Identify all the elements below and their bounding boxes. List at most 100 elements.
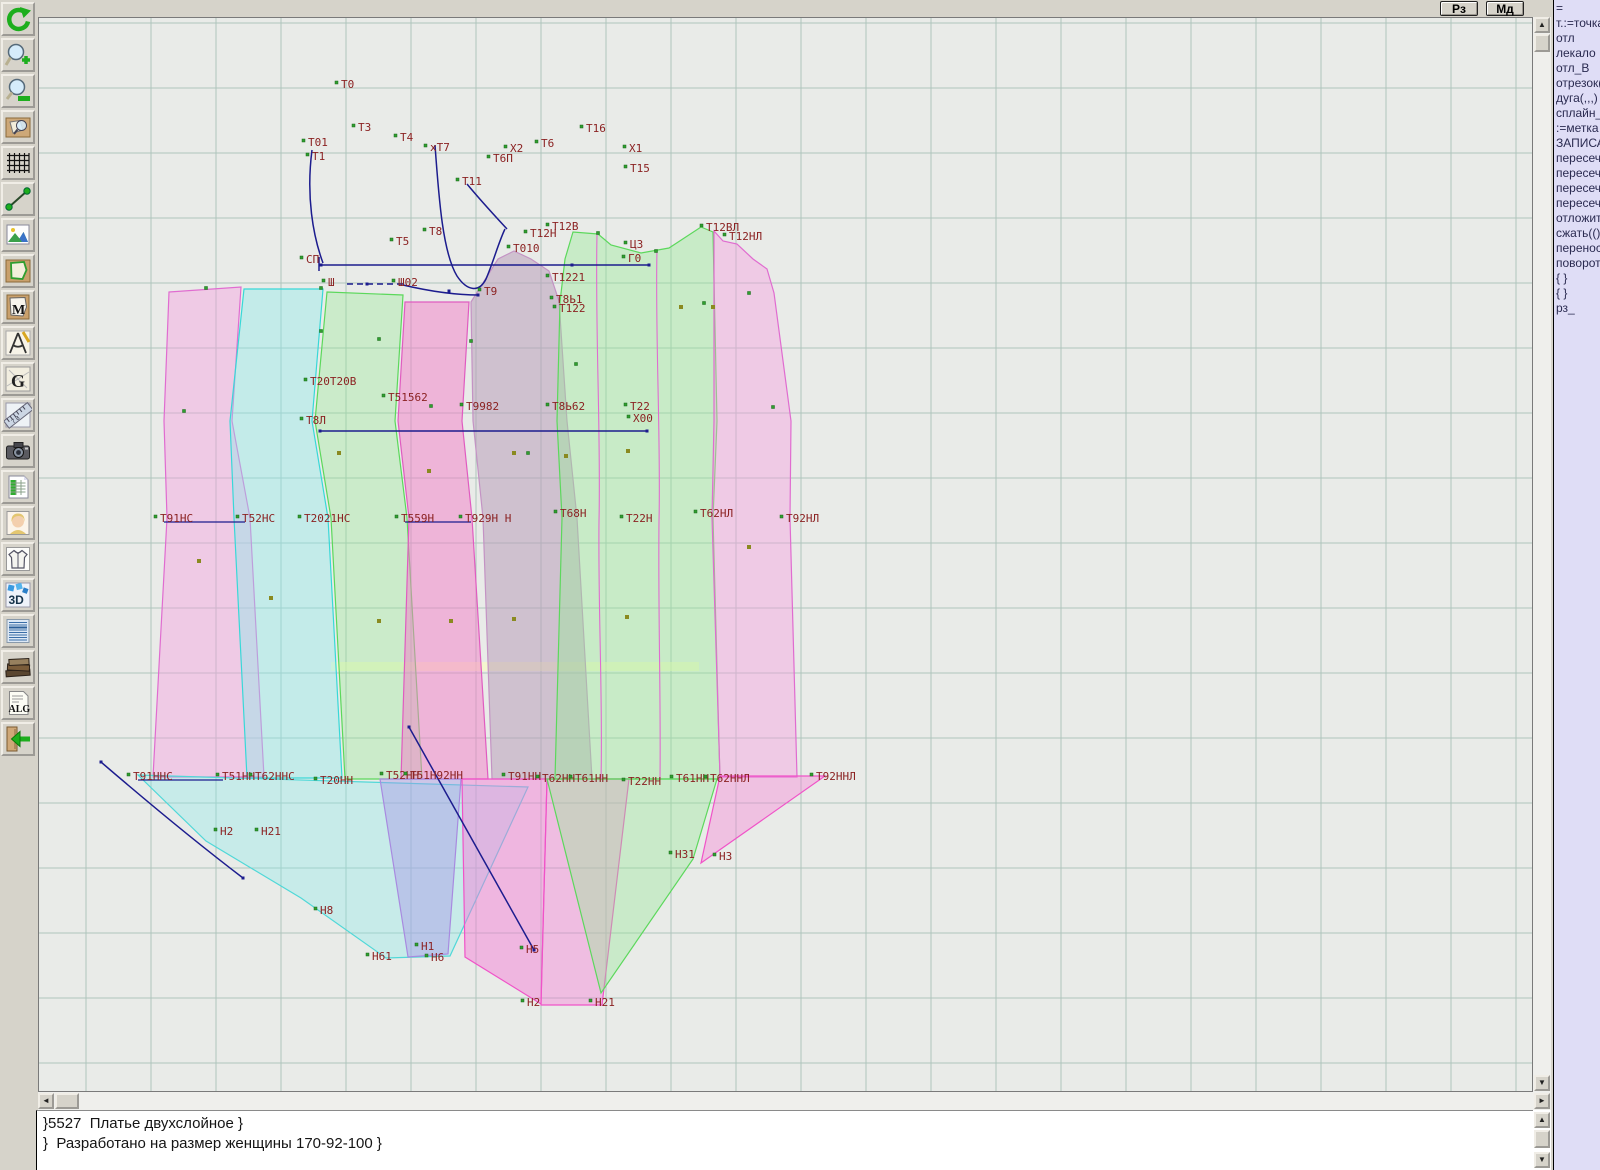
point-marker xyxy=(568,774,573,779)
command-line[interactable]: отрезок( xyxy=(1556,76,1600,90)
vscroll-thumb[interactable] xyxy=(1534,34,1550,52)
command-line[interactable]: отложит xyxy=(1556,211,1600,225)
point-marker xyxy=(334,80,339,85)
gore-mauve-front[interactable] xyxy=(470,250,593,780)
drawing-canvas[interactable]: Т0 Т3 Т4 Т01 Т1 хТ7 Х2 Т6П Т6 Т16 Х1 Т15 Т11 Т8 Т5 Т12В… xyxy=(38,17,1533,1092)
point-marker xyxy=(305,152,310,157)
point-marker xyxy=(519,945,524,950)
canvas-hscrollbar[interactable]: ◄ ► xyxy=(38,1092,1551,1110)
command-line[interactable]: пересеч xyxy=(1556,151,1600,165)
status-scroll-down-icon[interactable]: ▼ xyxy=(1534,1152,1550,1168)
toolbar-button-drafting[interactable] xyxy=(1,326,35,360)
skirt-cyan[interactable] xyxy=(136,774,529,959)
curve-point xyxy=(407,725,411,729)
operations-list-icon xyxy=(6,619,30,643)
gore-pink-left[interactable] xyxy=(152,286,265,778)
toolbar-button-grid[interactable] xyxy=(1,146,35,180)
toolbar-button-ruler[interactable]: 7 8 xyxy=(1,398,35,432)
svg-text:M: M xyxy=(12,303,25,318)
gore-cyan[interactable] xyxy=(229,288,343,779)
command-line[interactable]: сжать(() xyxy=(1556,226,1600,240)
command-line[interactable]: :=метка xyxy=(1556,121,1599,135)
toolbar-button-zoom-in[interactable] xyxy=(1,38,35,72)
toolbar-button-pattern-preview[interactable] xyxy=(1,110,35,144)
status-scroll-thumb[interactable] xyxy=(1534,1130,1550,1148)
toolbar-button-zoom-out[interactable] xyxy=(1,74,35,108)
point-marker xyxy=(381,393,386,398)
toolbar-button-3d[interactable]: 3D xyxy=(1,578,35,612)
toolbar-button-exit[interactable] xyxy=(1,722,35,756)
exit-icon xyxy=(6,726,30,752)
point-label: Т62ННЛ xyxy=(710,772,750,785)
toolbar-button-camera[interactable] xyxy=(1,434,35,468)
command-line[interactable]: { } xyxy=(1556,271,1568,285)
command-line[interactable]: отл xyxy=(1556,31,1575,45)
toolbar-button-undo[interactable] xyxy=(1,2,35,36)
point-marker xyxy=(626,414,631,419)
command-line[interactable]: { } xyxy=(1556,286,1568,300)
hscroll-thumb[interactable] xyxy=(55,1093,79,1109)
point-marker xyxy=(414,942,419,947)
svg-text:ALG: ALG xyxy=(9,704,31,715)
bodice-green-back[interactable] xyxy=(554,226,721,780)
scroll-left-icon[interactable]: ◄ xyxy=(38,1093,54,1109)
command-line[interactable]: т.:=точка xyxy=(1556,16,1600,30)
status-scrollbar[interactable]: ▲ ▼ xyxy=(1533,1110,1551,1170)
construction-curve[interactable] xyxy=(100,761,244,879)
toolbar-button-image[interactable] xyxy=(1,218,35,252)
rz-button[interactable]: Рз xyxy=(1440,1,1478,16)
command-line[interactable]: пересеч xyxy=(1556,166,1600,180)
construction-curve[interactable] xyxy=(402,284,480,296)
point-marker xyxy=(321,278,326,283)
construction-curve[interactable] xyxy=(408,726,535,951)
toolbar-button-alg[interactable]: ALG xyxy=(1,686,35,720)
toolbar-button-pattern-piece[interactable] xyxy=(1,254,35,288)
command-line[interactable]: отл_В xyxy=(1556,61,1590,75)
command-line[interactable]: перенос xyxy=(1556,241,1600,255)
construction-curve[interactable] xyxy=(309,149,324,264)
point-marker xyxy=(299,255,304,260)
command-line[interactable]: сплайн_ xyxy=(1556,106,1600,120)
skirt-magenta-right[interactable] xyxy=(700,775,827,865)
command-line[interactable]: = xyxy=(1556,1,1564,15)
command-line[interactable]: лекало xyxy=(1556,46,1596,60)
point-marker xyxy=(215,772,220,777)
command-line[interactable]: ЗАПИСА xyxy=(1556,136,1600,150)
command-line[interactable]: рз_ xyxy=(1556,301,1575,315)
toolbar-button-table[interactable] xyxy=(1,470,35,504)
construction-curve[interactable] xyxy=(434,144,506,290)
point-label: Т52НН xyxy=(386,769,419,782)
toolbar-button-garment[interactable] xyxy=(1,542,35,576)
toolbar-button-books[interactable] xyxy=(1,650,35,684)
pattern-piece-icon xyxy=(5,259,31,283)
seam-line-1[interactable] xyxy=(596,233,603,780)
scroll-right-icon[interactable]: ► xyxy=(1534,1093,1550,1109)
point-label: Т12ВЛ xyxy=(706,221,739,234)
status-scroll-up-icon[interactable]: ▲ xyxy=(1534,1112,1550,1128)
md-button[interactable]: Мд xyxy=(1486,1,1524,16)
point-marker xyxy=(391,278,396,283)
toolbar-button-operations-list[interactable] xyxy=(1,614,35,648)
skirt-magenta-1[interactable] xyxy=(461,778,548,1006)
command-line[interactable]: пересеч xyxy=(1556,181,1600,195)
toolbar-button-portrait[interactable] xyxy=(1,506,35,540)
scroll-up-icon[interactable]: ▲ xyxy=(1534,17,1550,33)
point-label: Н1 xyxy=(421,940,434,953)
command-line[interactable]: поворот xyxy=(1556,256,1600,270)
seam-line-2[interactable] xyxy=(656,249,661,780)
command-panel[interactable]: = т.:=точка отл лекало отл_В отрезок(дуга(,,,… xyxy=(1553,0,1600,1170)
point-label: Т12НЛ xyxy=(729,230,762,243)
canvas-vscrollbar[interactable]: ▲ ▼ xyxy=(1533,17,1551,1092)
command-line[interactable]: пересеч xyxy=(1556,196,1600,210)
curve-point xyxy=(365,282,369,286)
toolbar-button-measure[interactable] xyxy=(1,182,35,216)
toolbar-button-g-tool[interactable]: G xyxy=(1,362,35,396)
construction-curve[interactable] xyxy=(466,183,508,230)
scroll-down-icon[interactable]: ▼ xyxy=(1534,1075,1550,1091)
command-line[interactable]: дуга(,,,) xyxy=(1556,91,1598,105)
gore-pink-right[interactable] xyxy=(711,229,798,778)
toolbar-button-pattern-m[interactable]: M xyxy=(1,290,35,324)
skirt-purple[interactable] xyxy=(379,778,462,958)
point-marker xyxy=(394,514,399,519)
